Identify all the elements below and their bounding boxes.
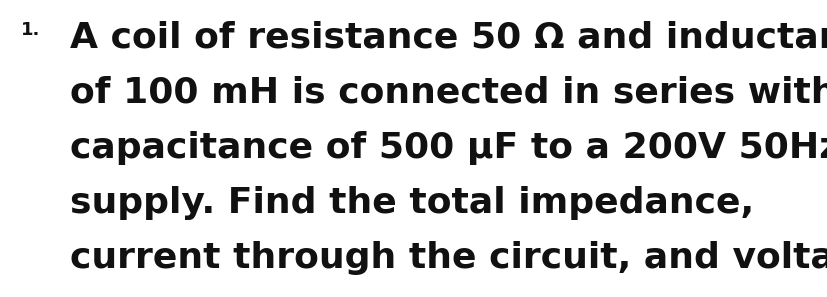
Text: A coil of resistance 50 Ω and inductance: A coil of resistance 50 Ω and inductance (70, 21, 827, 55)
Text: 1.: 1. (21, 21, 40, 39)
Text: of 100 mH is connected in series with a: of 100 mH is connected in series with a (70, 76, 827, 110)
Text: current through the circuit, and voltage: current through the circuit, and voltage (70, 241, 827, 274)
Text: supply. Find the total impedance,: supply. Find the total impedance, (70, 186, 753, 219)
Text: capacitance of 500 μF to a 200V 50Hz: capacitance of 500 μF to a 200V 50Hz (70, 131, 827, 165)
